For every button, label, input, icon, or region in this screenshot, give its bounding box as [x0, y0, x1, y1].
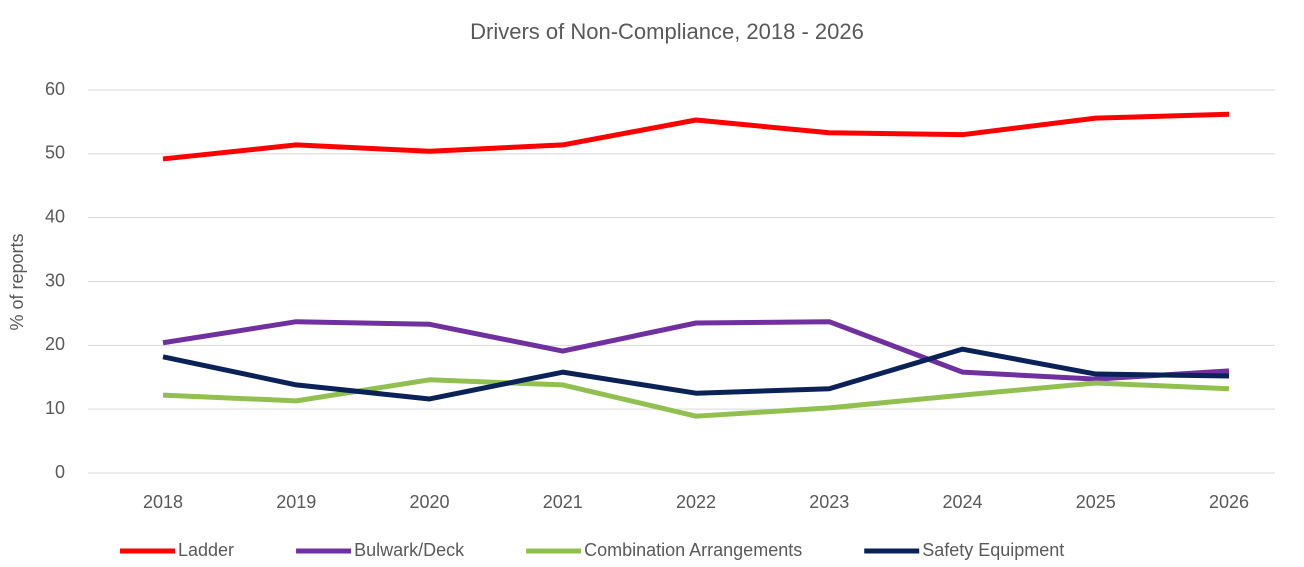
line-series	[162, 111, 1230, 162]
legend-label: Safety Equipment	[922, 540, 1064, 560]
line-series	[162, 346, 1230, 402]
legend-label: Bulwark/Deck	[354, 540, 465, 560]
x-tick-label: 2022	[676, 492, 716, 512]
x-tick-label: 2024	[942, 492, 982, 512]
y-tick-label: 10	[45, 398, 65, 418]
y-tick-label: 0	[55, 462, 65, 482]
y-tick-label: 60	[45, 79, 65, 99]
x-tick-label: 2018	[143, 492, 183, 512]
line-series	[162, 319, 1230, 382]
x-tick-label: 2020	[409, 492, 449, 512]
x-tick-label: 2019	[276, 492, 316, 512]
y-tick-label: 50	[45, 143, 65, 163]
y-tick-label: 30	[45, 270, 65, 290]
y-tick-label: 40	[45, 206, 65, 226]
line-series	[162, 377, 1230, 419]
y-tick-label: 20	[45, 334, 65, 354]
x-tick-label: 2026	[1209, 492, 1249, 512]
x-tick-label: 2021	[543, 492, 583, 512]
x-tick-label: 2025	[1076, 492, 1116, 512]
legend-label: Combination Arrangements	[584, 540, 802, 560]
legend-label: Ladder	[178, 540, 234, 560]
x-tick-label: 2023	[809, 492, 849, 512]
chart-title: Drivers of Non-Compliance, 2018 - 2026	[470, 19, 864, 44]
y-axis-label: % of reports	[7, 233, 27, 330]
